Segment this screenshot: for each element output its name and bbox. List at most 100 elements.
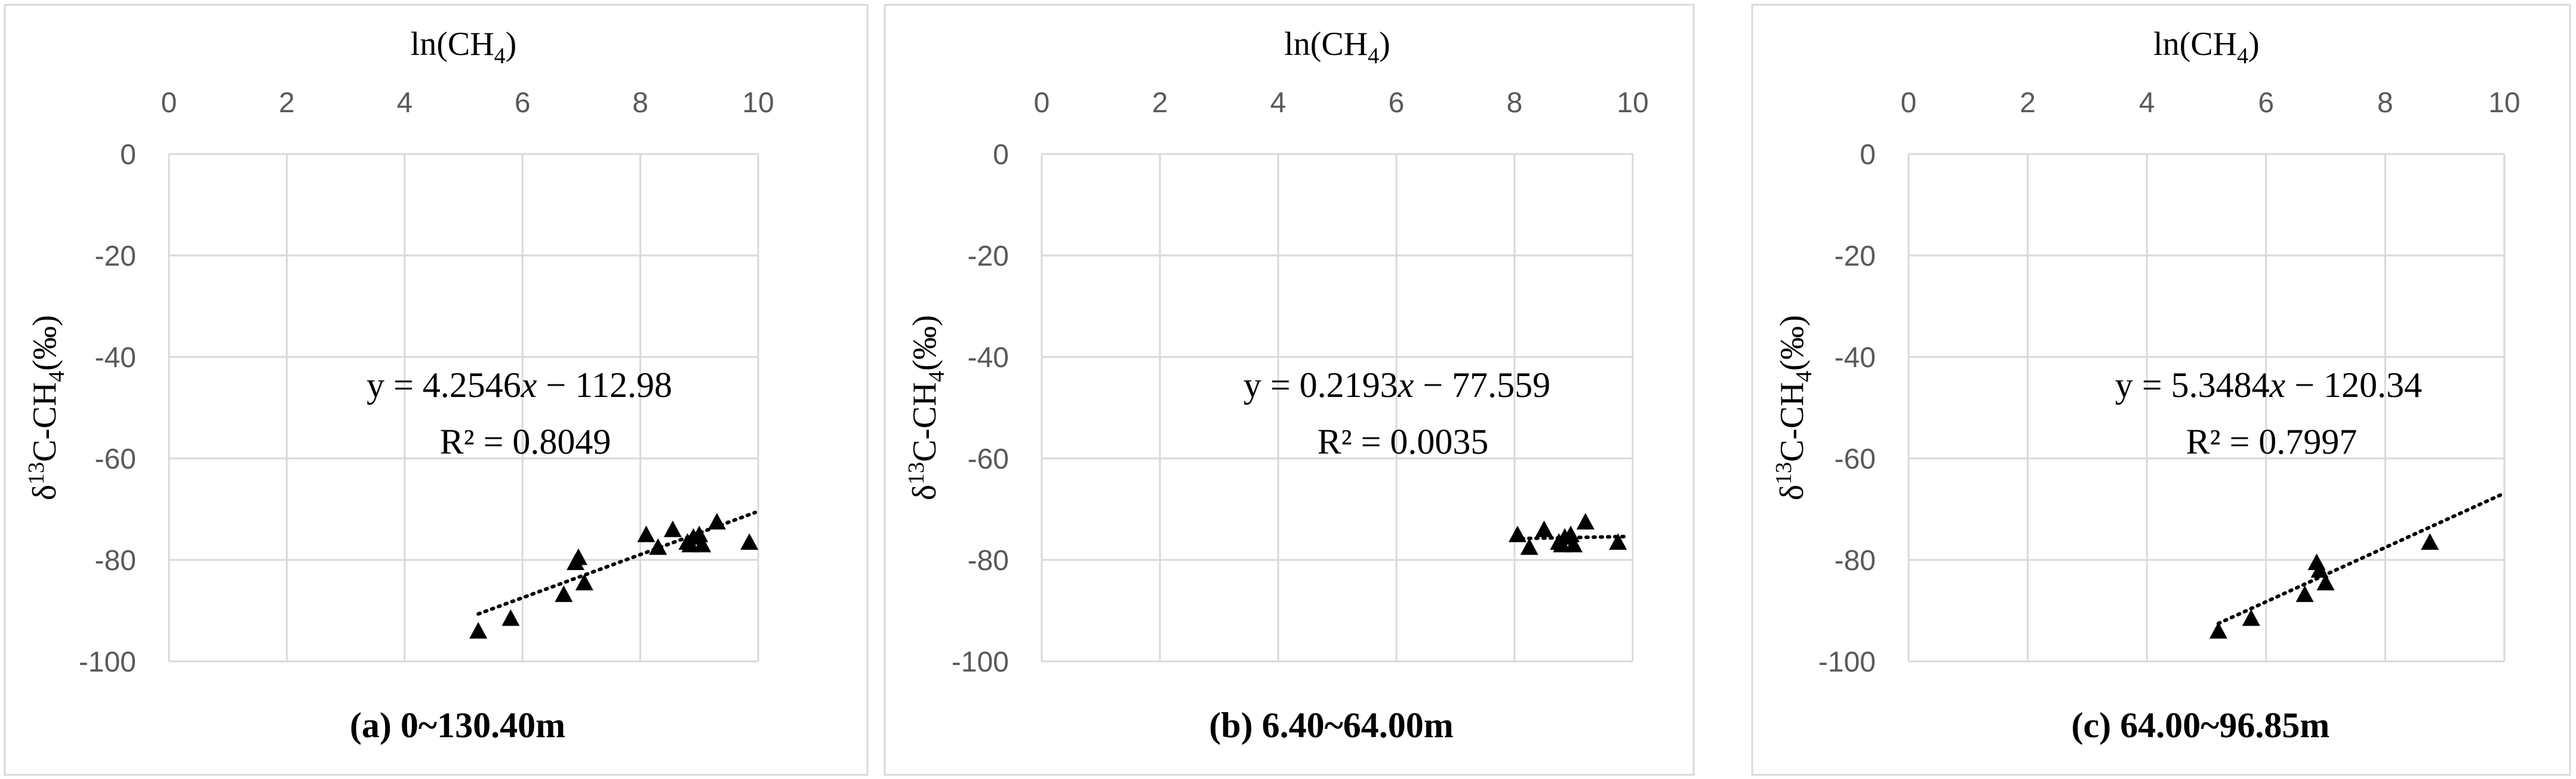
x-tick-label: 8	[1507, 87, 1523, 119]
trendline-equation-lhs: y = 4.2546	[367, 365, 521, 405]
panel-frame-a	[4, 4, 869, 776]
y-axis-title-superscript: 13	[24, 462, 49, 485]
y-axis-title-unit: (‰)	[906, 315, 943, 371]
data-point	[1535, 521, 1553, 537]
y-axis-title-delta: δ	[906, 485, 943, 500]
x-tick-label: 10	[1617, 87, 1648, 119]
panel-caption: (b) 6.40~64.00m	[1209, 706, 1454, 745]
y-tick-label: -100	[952, 646, 1009, 678]
data-point	[569, 548, 587, 565]
x-axis-title-main: ln(CH	[411, 26, 494, 63]
x-axis-title-subscript: 4	[1368, 44, 1379, 69]
chart-panel-a: 0 2 4 6 8 100-20-40-60-80-100ln(CH4)δ13C-CH4(…	[4, 4, 869, 776]
x-tick-label: 10	[2488, 87, 2520, 119]
y-tick-label: -100	[1818, 646, 1876, 678]
y-axis-title-unit: (‰)	[26, 315, 63, 371]
x-axis-title-close: )	[1379, 26, 1390, 63]
y-axis-title: δ13C-CH4(‰)	[24, 315, 69, 500]
y-tick-label: -40	[95, 342, 136, 374]
x-axis-title-subscript: 4	[494, 44, 506, 69]
x-tick-label: 6	[1389, 87, 1405, 119]
y-axis-title: δ13C-CH4(‰)	[904, 315, 949, 500]
panel-caption: (c) 64.00~96.85m	[2072, 706, 2330, 745]
data-point	[1576, 513, 1595, 529]
data-point	[469, 622, 488, 639]
x-axis-title-close: )	[506, 26, 517, 63]
data-point	[1609, 533, 1627, 550]
y-axis-title-subscript: 4	[1792, 371, 1817, 382]
x-axis-title: ln(CH4)	[411, 26, 517, 69]
y-tick-label: -20	[1835, 241, 1876, 272]
y-tick-label: -80	[1835, 545, 1876, 577]
x-tick-label: 8	[632, 87, 648, 119]
y-tick-label: -40	[1835, 342, 1876, 374]
trendline-equation: y = 4.2546x − 112.98	[367, 365, 672, 405]
data-point	[2242, 609, 2260, 626]
data-point	[1508, 525, 1526, 543]
data-point	[707, 513, 726, 529]
data-point	[2209, 622, 2227, 639]
x-tick-label: 0	[161, 87, 177, 119]
data-point	[693, 535, 712, 553]
data-point	[501, 609, 520, 626]
x-axis-title: ln(CH4)	[2153, 26, 2260, 69]
data-point	[2421, 533, 2439, 550]
y-tick-label: -40	[968, 342, 1009, 374]
y-tick-label: -100	[79, 646, 136, 678]
trendline-equation-x: x	[521, 365, 537, 405]
trendline-equation: y = 5.3484x − 120.34	[2115, 365, 2422, 405]
data-point	[575, 574, 593, 590]
data-point	[2310, 561, 2329, 578]
y-axis-title-main: C-CH	[1774, 382, 1811, 462]
data-point	[690, 525, 709, 543]
x-tick-label: 4	[396, 87, 413, 119]
y-axis-title-delta: δ	[1774, 485, 1811, 500]
y-axis-title-delta: δ	[26, 485, 63, 500]
x-axis-title-subscript: 4	[2237, 44, 2248, 69]
data-point	[740, 533, 759, 550]
chart-panel-b: 0 2 4 6 8 100-20-40-60-80-100ln(CH4)δ13C-CH4(…	[884, 4, 1695, 776]
panel-caption: (a) 0~130.40m	[350, 706, 565, 745]
x-tick-label: 0	[1901, 87, 1917, 119]
trendline-equation-lhs: y = 5.3484	[2115, 365, 2270, 405]
y-axis-title-superscript: 13	[904, 462, 929, 485]
y-tick-label: -80	[95, 545, 136, 577]
y-tick-label: -60	[1835, 444, 1876, 475]
r-squared-label: R² = 0.0035	[1318, 422, 1489, 461]
x-axis-title-main: ln(CH	[1284, 26, 1368, 63]
x-tick-label: 10	[742, 87, 774, 119]
r-squared-label: R² = 0.8049	[440, 422, 611, 461]
x-axis-title-close: )	[2248, 26, 2260, 63]
x-tick-label: 2	[2020, 87, 2036, 119]
data-point	[1565, 535, 1583, 553]
y-tick-label: -20	[968, 241, 1009, 272]
trendline	[2216, 491, 2506, 626]
trendline-equation-x: x	[2269, 365, 2286, 405]
panel-frame-b	[884, 4, 1695, 776]
y-axis-title: δ13C-CH4(‰)	[1771, 315, 1817, 500]
x-tick-label: 6	[2258, 87, 2274, 119]
data-point	[649, 538, 667, 555]
x-tick-label: 2	[1152, 87, 1168, 119]
y-axis-title-superscript: 13	[1771, 462, 1796, 485]
y-axis-title-main: C-CH	[906, 382, 943, 462]
y-tick-label: 0	[1860, 139, 1876, 171]
trendline-equation-x: x	[1398, 365, 1414, 405]
data-point	[2316, 574, 2335, 590]
chart-panel-c: 0 2 4 6 8 100-20-40-60-80-100ln(CH4)δ13C-CH4(…	[1751, 4, 2571, 776]
trendline-equation: y = 0.2193x − 77.559	[1244, 365, 1550, 405]
y-axis-title-main: C-CH	[26, 382, 63, 462]
x-tick-label: 2	[279, 87, 295, 119]
y-tick-label: -20	[95, 241, 136, 272]
data-point	[637, 525, 655, 543]
data-point	[1520, 538, 1538, 555]
x-tick-label: 4	[2139, 87, 2155, 119]
trendline-equation-rhs: − 112.98	[537, 365, 672, 405]
data-point	[663, 521, 682, 537]
trendline-equation-rhs: − 77.559	[1414, 365, 1550, 405]
data-point	[1562, 525, 1580, 543]
r-squared-label: R² = 0.7997	[2186, 422, 2358, 461]
data-point	[2295, 585, 2314, 602]
trendline-equation-lhs: y = 0.2193	[1244, 365, 1398, 405]
